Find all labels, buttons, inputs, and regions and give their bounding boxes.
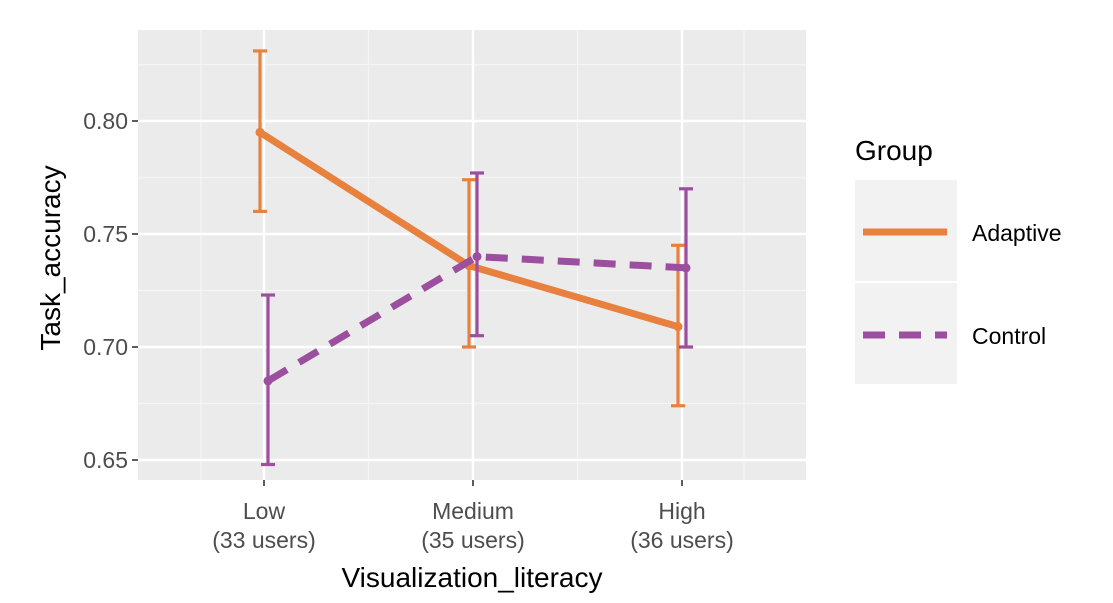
legend-item-control: Control: [863, 323, 1046, 349]
x-tick-sublabel: (36 users): [630, 527, 734, 553]
y-axis: 0.65 0.70 0.75 0.80: [83, 108, 138, 473]
x-tick-sublabel: (35 users): [421, 527, 525, 553]
x-axis-title: Visualization_literacy: [342, 562, 603, 593]
data-point: [673, 322, 683, 332]
legend-key-point: [901, 331, 909, 339]
x-tick-sublabel: (33 users): [212, 527, 316, 553]
y-tick-label: 0.65: [83, 447, 128, 473]
series-layer: [253, 49, 693, 467]
legend-items: Adaptive Control: [863, 220, 1062, 349]
y-tick-label: 0.75: [83, 221, 128, 247]
y-tick-label: 0.70: [83, 334, 128, 360]
x-tick-label: Medium: [432, 498, 514, 524]
legend-label: Adaptive: [972, 220, 1062, 246]
legend: Group Adaptive Control: [855, 135, 1062, 384]
series-line: [266, 253, 687, 384]
data-point: [255, 127, 265, 137]
x-axis: Low (33 users) Medium (35 users) High (36 use…: [212, 480, 734, 553]
y-tick-label: 0.80: [83, 108, 128, 134]
legend-label: Control: [972, 323, 1046, 349]
legend-key-point: [901, 228, 909, 236]
x-tick-label: Low: [243, 498, 286, 524]
data-point: [263, 376, 273, 386]
data-point: [681, 263, 691, 273]
x-tick-label: High: [658, 498, 705, 524]
series-control: [261, 171, 693, 467]
legend-item-adaptive: Adaptive: [863, 220, 1062, 246]
data-point: [472, 252, 482, 262]
y-axis-title: Task_accuracy: [35, 165, 66, 350]
legend-title: Group: [855, 135, 933, 166]
